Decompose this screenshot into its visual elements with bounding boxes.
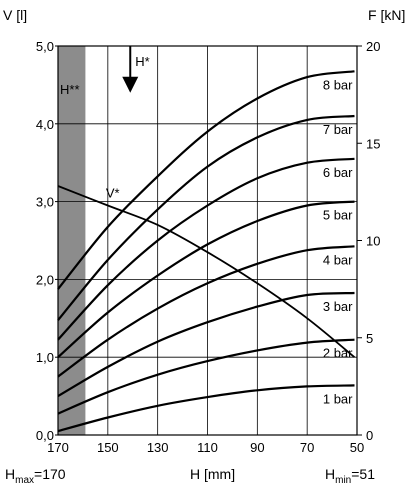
- shaded-region-layer: [58, 46, 86, 435]
- series-line-7-bar: [57, 114, 355, 321]
- hmin-subscript: min: [335, 475, 351, 486]
- y-left-tick-label: 0,0: [36, 428, 54, 443]
- y-left-tick-label: 2,0: [36, 272, 54, 287]
- x-tick-label: 130: [147, 440, 169, 455]
- x-axis-title: H [mm]: [190, 466, 235, 482]
- annotation-layer: H** V* H*: [60, 46, 150, 200]
- hmax-main: H: [5, 466, 15, 482]
- tick-label-layer: 170 150 130 110 90 70 50 0,0 1,0 2,0 3,0 4,0 5,0 0 5 10…: [36, 39, 381, 455]
- y-right-tick-label: 15: [366, 136, 380, 151]
- series-line-4-bar: [57, 245, 355, 378]
- series-line-3-bar: [57, 291, 355, 398]
- grid-layer: [57, 45, 358, 436]
- series-line-1-bar: [57, 384, 355, 433]
- volume-curve-label: V*: [106, 185, 120, 200]
- series-label-6-bar: 6 bar: [323, 165, 353, 180]
- series-label-7-bar: 7 bar: [323, 122, 353, 137]
- y-right-axis-title: F [kN]: [368, 7, 405, 23]
- series-line-6-bar: [57, 157, 355, 341]
- series-label-8-bar: 8 bar: [323, 77, 353, 92]
- hmin-main: H: [325, 466, 335, 482]
- series-line-8-bar: [57, 70, 355, 290]
- y-left-tick-label: 4,0: [36, 117, 54, 132]
- x-tick-label: 90: [250, 440, 264, 455]
- series-label-5-bar: 5 bar: [323, 208, 353, 223]
- shaded-region: [58, 46, 86, 435]
- x-tick-label: 110: [197, 440, 218, 455]
- series-line-5-bar: [57, 200, 355, 359]
- y-left-tick-label: 5,0: [36, 39, 54, 54]
- shaded-region-label: H**: [60, 82, 80, 97]
- volume-curve: [57, 185, 356, 358]
- hmax-label: Hmax=170: [5, 466, 66, 486]
- y-right-tick-label: 20: [366, 39, 380, 54]
- y-right-tick-label: 10: [366, 234, 380, 249]
- hmin-label: Hmin=51: [325, 466, 375, 486]
- hmin-value: =51: [351, 466, 375, 482]
- series-label-3-bar: 3 bar: [323, 299, 353, 314]
- x-tick-label: 170: [47, 440, 69, 455]
- y-left-axis-title: V [l]: [3, 7, 27, 23]
- y-right-tick-label: 0: [366, 428, 373, 443]
- volume-curve-layer: [57, 185, 356, 358]
- h-star-label: H*: [135, 54, 149, 69]
- series-label-4-bar: 4 bar: [323, 252, 353, 267]
- series-line-2-bar: [57, 338, 355, 415]
- series-label-1-bar: 1 bar: [323, 391, 353, 406]
- h-star-arrow-head: [122, 76, 139, 93]
- x-tick-label: 150: [97, 440, 119, 455]
- hmax-value: =170: [34, 466, 66, 482]
- x-tick-label: 70: [300, 440, 314, 455]
- hmax-subscript: max: [15, 475, 34, 486]
- x-tick-label: 50: [350, 440, 364, 455]
- y-left-tick-label: 1,0: [36, 350, 54, 365]
- y-right-tick-label: 5: [366, 331, 373, 346]
- y-left-tick-label: 3,0: [36, 195, 54, 210]
